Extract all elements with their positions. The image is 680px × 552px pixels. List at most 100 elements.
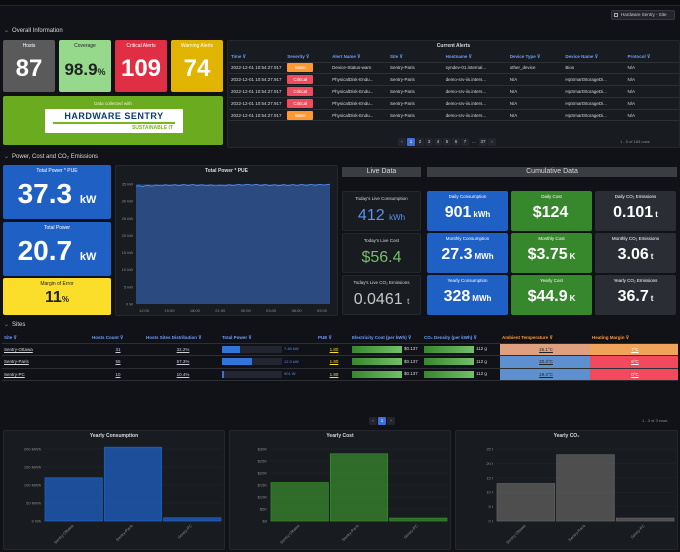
filter-icon[interactable]: ⊽ [355,53,361,59]
alerts-column-header[interactable]: Device Name ⊽ [563,52,626,63]
sites-column-header[interactable]: Hosts Count ⊽ [90,333,144,344]
alert-row[interactable]: 2022-12-01 10:54:27.917 Critical PhysicalD… [229,85,679,98]
filter-icon[interactable]: ⊽ [624,334,630,340]
alerts-column-header[interactable]: Alert Name ⊽ [330,52,388,63]
bar-sentry-ottawa[interactable] [44,477,103,522]
alerts-column-header[interactable]: Device Type ⊽ [507,52,564,63]
page-button[interactable]: 4 [434,138,442,146]
sites-column-header[interactable]: Total Power ⊽ [220,333,316,344]
alert-row[interactable]: 2022-12-01 10:54:27.917 Critical PhysicalD… [229,97,679,110]
bar-sentry-paris[interactable] [329,453,389,522]
filter-icon[interactable]: ⊽ [197,334,202,340]
page-button[interactable]: 1 [407,138,415,146]
live-co2-stat[interactable]: Today's Live CO₂ Emissions 0.0461 t [342,275,421,315]
site-link[interactable]: Sentry-Ottawa [4,346,33,352]
site-name-cell[interactable]: Sentry-Ottawa [2,343,90,356]
margin-of-error-stat[interactable]: Margin of Error 11% [3,278,111,315]
cumulative-stat-6[interactable]: Yearly Consumption 328 MWh [427,275,508,315]
cumulative-stat-4[interactable]: Monthly Cost $3.75 K [511,233,592,273]
alerts-column-header[interactable]: Site ⊽ [387,52,444,63]
site-link[interactable]: Sentry-Paris [4,359,29,365]
alerts-column-header[interactable]: Protocol ⊽ [625,52,679,63]
total-power-pue-stat[interactable]: Total Power * PUE 37.3 kW [3,165,111,219]
hosts-count-link[interactable]: 10 [115,371,121,377]
cumulative-stat-3[interactable]: Monthly Consumption 27.3 MWh [427,233,508,273]
sites-column-header[interactable]: Hosts Sites Distribution ⊽ [144,333,220,344]
cumulative-stat-8[interactable]: Yearly CO₂ Emissions 36.7 t [595,275,676,315]
overall-stat-3[interactable]: Warning Alerts 74 [171,40,223,92]
alert-row[interactable]: 2022-12-01 10:54:27.917 Warn PhysicalDisk-… [229,109,679,122]
overall-stat-0[interactable]: Hosts 87 [3,40,55,92]
page-button[interactable]: 5 [443,138,451,146]
hosts-count-link[interactable]: 31 [115,346,121,352]
overall-stat-1[interactable]: Coverage 98.9% [59,40,111,92]
filter-icon[interactable]: ⊽ [535,53,541,59]
sites-column-header[interactable]: PUE ⊽ [316,333,350,344]
hosts-count-link[interactable]: 55 [115,359,121,365]
cumulative-stat-1[interactable]: Daily Cost $124 [511,191,592,231]
site-name-cell[interactable]: Sentry-PC [2,368,90,381]
total-power-stat[interactable]: Total Power 20.7 kW [3,222,111,276]
alerts-column-header[interactable]: Time ⊽ [229,52,286,63]
hosts-count-cell[interactable]: 31 [90,343,144,356]
sites-column-header[interactable]: CO₂ Density (per kWh) ⊽ [422,333,500,344]
site-row[interactable]: Sentry-Ottawa 31 32.2% 7.45 kW 1.80 $0.137 112… [2,343,678,356]
page-button[interactable]: 2 [416,138,424,146]
bar-sentry-paris[interactable] [103,446,163,522]
prev-page-button[interactable]: ‹ [398,138,406,146]
live-cost-stat[interactable]: Today's Live Cost $56.4 [342,233,421,273]
filter-icon[interactable]: ⊽ [118,334,124,340]
page-button[interactable]: 1 [378,417,386,425]
total-power-line-chart[interactable]: 35 kW 30 kW 25 kW 20 kW 15 kW 10 kW 5 kW 0 W 12:… [116,172,338,316]
filter-icon[interactable]: ⊽ [247,334,252,340]
bar-sentry-pc[interactable] [163,517,222,522]
bar-sentry-pc[interactable] [615,517,675,522]
page-button[interactable]: 6 [452,138,460,146]
site-link[interactable]: Sentry-PC [4,371,25,377]
filter-icon[interactable]: ⊽ [241,53,246,59]
sites-column-header[interactable]: Electricity Cost (per kWh) ⊽ [350,333,422,344]
bar-sentry-pc[interactable] [389,517,448,522]
bar-sentry-ottawa[interactable] [270,482,329,522]
filter-icon[interactable]: ⊽ [593,53,598,59]
filter-icon[interactable]: ⊽ [406,334,412,340]
filter-icon[interactable]: ⊽ [467,53,472,59]
yearly-consumption-bar-chart[interactable]: 0 Wh 50 MWh 100 MWh 150 MWh 200 MWh Sentry-Ot… [4,437,225,550]
filter-icon[interactable]: ⊽ [472,334,477,340]
yearly-cost-bar-chart[interactable]: $0 $5K $10K $15K $20K $25K $30K Sentry-Ottawa Se… [230,437,451,550]
filter-icon[interactable]: ⊽ [304,53,310,59]
section-sites[interactable]: ⌄ Sites [4,321,25,328]
filter-icon[interactable]: ⊽ [398,53,403,59]
section-power[interactable]: ⌄ Power, Cost and CO₂ Emissions [4,153,98,160]
alerts-column-header[interactable]: Hostname ⊽ [443,52,508,63]
filter-icon[interactable]: ⊽ [12,334,17,340]
site-row[interactable]: Sentry-Paris 55 57.3% 12.3 kW 1.80 $0.137 112 … [2,355,678,369]
next-page-button[interactable]: › [387,417,395,425]
page-button[interactable]: ... [472,139,476,144]
cumulative-stat-5[interactable]: Monthly CO₂ Emissions 3.06 t [595,233,676,273]
cumulative-stat-0[interactable]: Daily Consumption 901 kWh [427,191,508,231]
alerts-column-header[interactable]: Severity ⊽ [285,52,331,63]
page-button[interactable]: 7 [461,138,469,146]
hosts-count-cell[interactable]: 55 [90,355,144,369]
sites-column-header[interactable]: Ambient Temperature ⊽ [500,333,590,344]
page-button[interactable]: 37 [479,138,487,146]
bar-sentry-paris[interactable] [556,454,615,522]
alert-row[interactable]: 2022-12-01 10:54:27.917 Critical PhysicalD… [229,73,679,87]
overall-stat-2[interactable]: Critical Alerts 109 [115,40,167,92]
live-consumption-stat[interactable]: Today's Live Consumption 412 kWh [342,191,421,231]
site-name-cell[interactable]: Sentry-Paris [2,355,90,369]
prev-page-button[interactable]: ‹ [369,417,377,425]
yearly-co2-bar-chart[interactable]: 0 t 5 t 10 t 15 t 20 t 25 t Sentry-Ottawa Sentr… [456,437,678,550]
sites-column-header[interactable]: Site ⊽ [2,333,90,344]
site-selector[interactable]: Hardware Sentry - Site [611,10,675,20]
sites-column-header[interactable]: Heating Margin ⊽ [590,333,678,344]
filter-icon[interactable]: ⊽ [327,334,332,340]
section-overall[interactable]: ⌄ Overall Information [4,27,63,34]
bar-sentry-ottawa[interactable] [496,483,556,522]
next-page-button[interactable]: › [488,138,496,146]
cumulative-stat-2[interactable]: Daily CO₂ Emissions 0.101 t [595,191,676,231]
page-button[interactable]: 3 [425,138,433,146]
filter-icon[interactable]: ⊽ [645,53,651,59]
hosts-count-cell[interactable]: 10 [90,368,144,381]
